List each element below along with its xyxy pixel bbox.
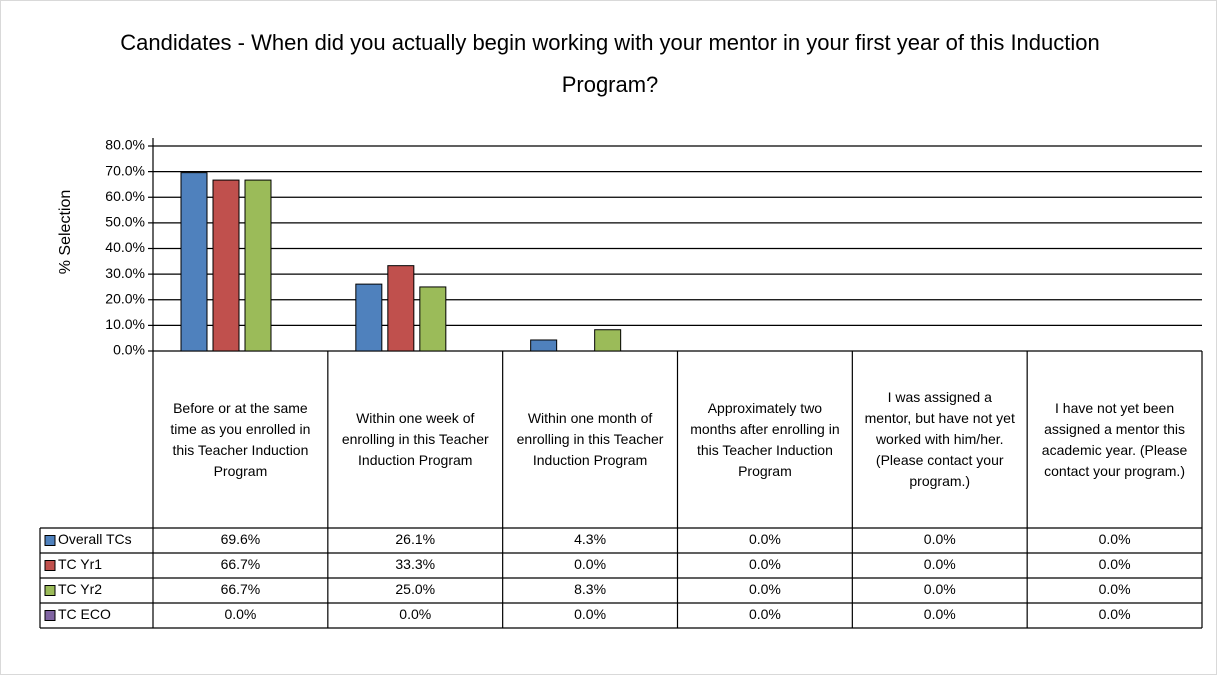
data-label: 0.0% — [1099, 606, 1131, 622]
bar — [530, 339, 558, 352]
data-label: 66.7% — [221, 581, 261, 597]
bar — [387, 265, 415, 352]
data-label: 0.0% — [224, 606, 256, 622]
y-tick-label: 80.0% — [105, 137, 145, 153]
data-label: 0.0% — [1099, 556, 1131, 572]
y-axis-label: % Selection — [57, 190, 74, 275]
category-label: Approximately two months after enrolling… — [690, 399, 840, 479]
bar — [594, 329, 622, 352]
data-label: 0.0% — [749, 531, 781, 547]
legend-key — [44, 560, 56, 571]
category-label: I have not yet been assigned a mentor th… — [1041, 399, 1188, 479]
legend-key — [44, 610, 56, 621]
data-label: 69.6% — [221, 531, 261, 547]
data-label: 0.0% — [749, 556, 781, 572]
category-label: Within one month of enrolling in this Te… — [516, 410, 664, 468]
legend-key — [44, 585, 56, 596]
y-tick-label: 70.0% — [105, 162, 145, 178]
data-label: 0.0% — [1099, 581, 1131, 597]
bar — [212, 179, 240, 352]
y-tick-label: 20.0% — [105, 290, 145, 306]
bar — [419, 286, 447, 352]
category-label: I was assigned a mentor, but have not ye… — [864, 389, 1015, 489]
data-label: 0.0% — [924, 606, 956, 622]
legend-label: TC Yr2 — [58, 581, 102, 597]
bar — [180, 172, 208, 352]
legend-label: TC Yr1 — [58, 556, 102, 572]
legend-label: Overall TCs — [58, 531, 132, 547]
y-tick-label: 50.0% — [105, 214, 145, 230]
data-label: 0.0% — [924, 556, 956, 572]
y-tick-label: 10.0% — [105, 316, 145, 332]
y-tick-label: 60.0% — [105, 188, 145, 204]
category-label: Within one week of enrolling in this Tea… — [341, 410, 489, 468]
chart-title: Candidates - When did you actually begin… — [120, 30, 1100, 97]
data-label: 0.0% — [749, 606, 781, 622]
y-tick-label: 40.0% — [105, 239, 145, 255]
data-label: 0.0% — [749, 581, 781, 597]
bar — [244, 179, 272, 352]
legend-key — [44, 535, 56, 546]
data-label: 4.3% — [574, 531, 606, 547]
y-tick-label: 0.0% — [113, 342, 145, 358]
data-label: 0.0% — [924, 531, 956, 547]
data-label: 0.0% — [574, 606, 606, 622]
data-label: 25.0% — [395, 581, 435, 597]
data-label: 33.3% — [395, 556, 435, 572]
data-label: 0.0% — [399, 606, 431, 622]
data-label: 0.0% — [1099, 531, 1131, 547]
bar — [355, 283, 383, 352]
data-label: 8.3% — [574, 581, 606, 597]
y-tick-label: 30.0% — [105, 265, 145, 281]
data-label: 66.7% — [221, 556, 261, 572]
data-label: 0.0% — [574, 556, 606, 572]
category-label: Before or at the same time as you enroll… — [170, 399, 311, 479]
legend-label: TC ECO — [58, 606, 111, 622]
data-label: 26.1% — [395, 531, 435, 547]
data-label: 0.0% — [924, 581, 956, 597]
